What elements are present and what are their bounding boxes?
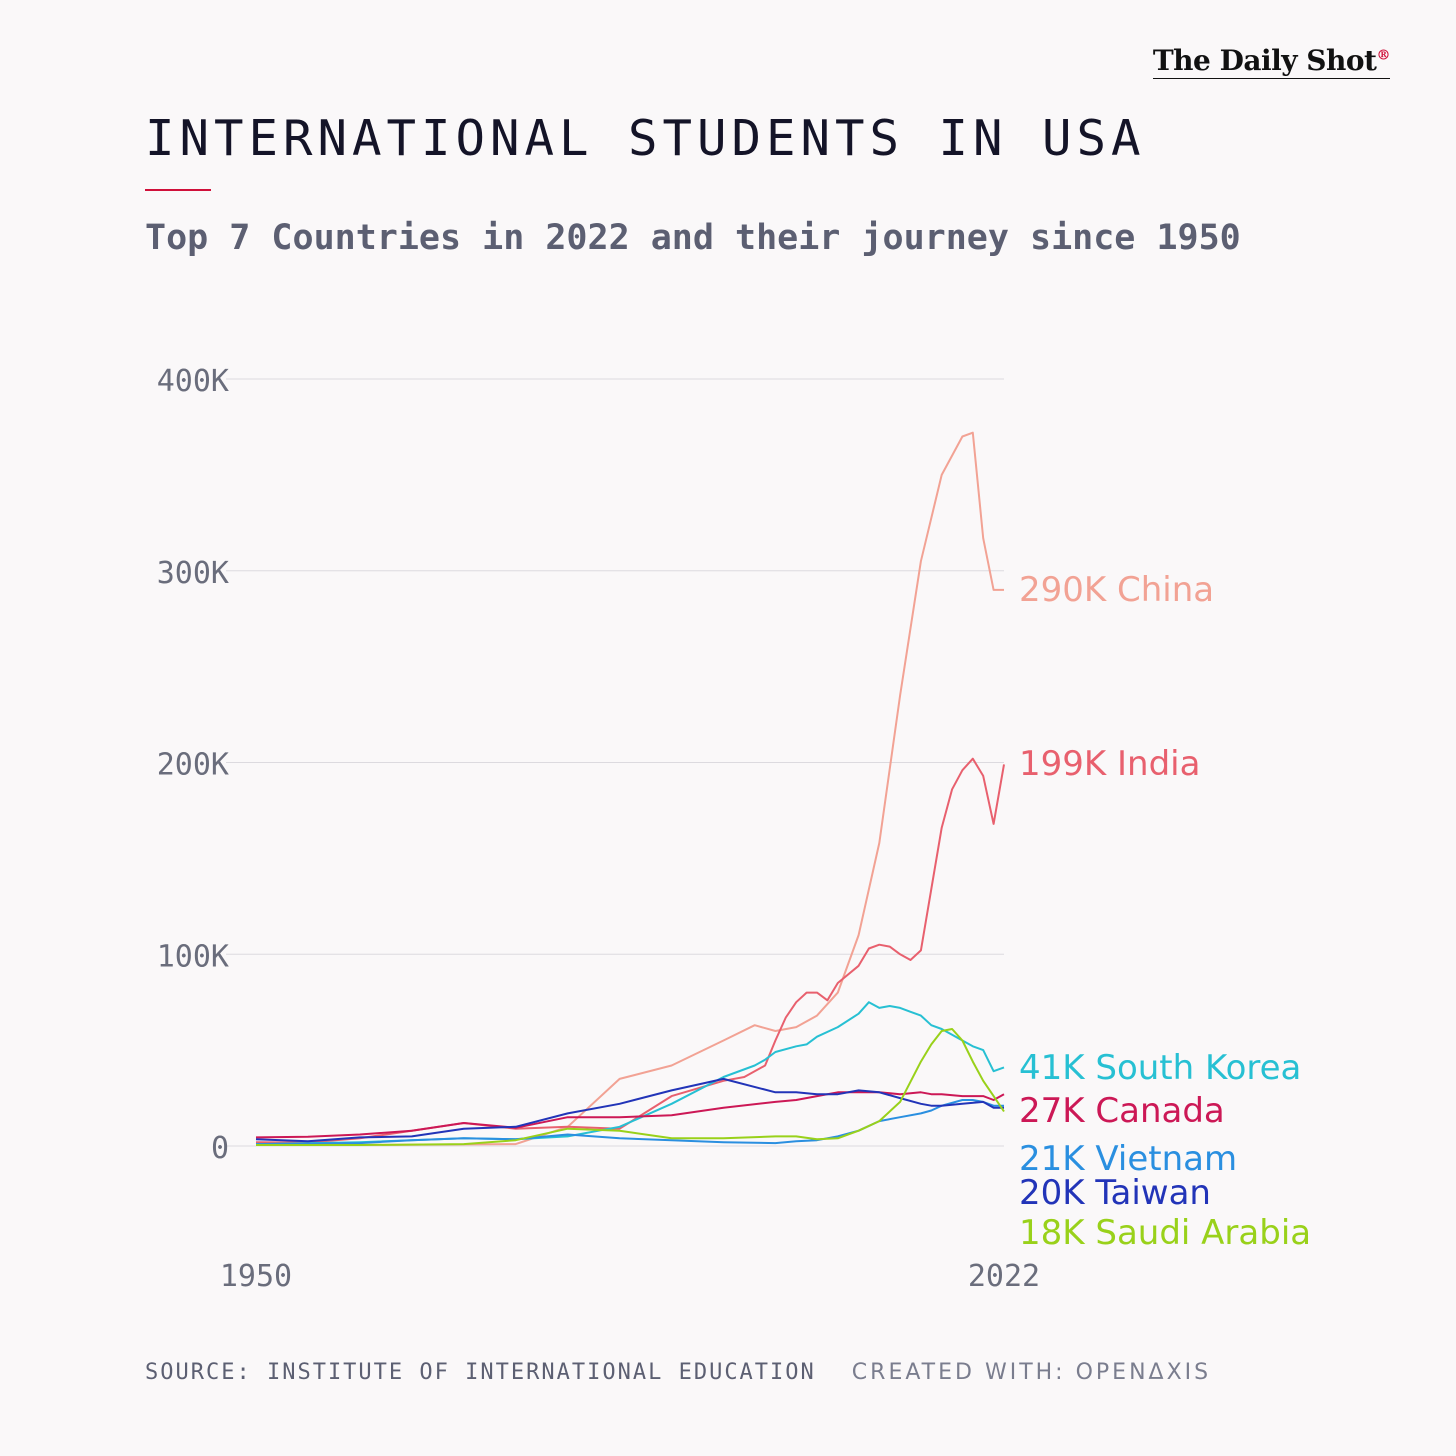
x-tick-label: 1950	[220, 1259, 292, 1294]
series-label-south-korea: 41K South Korea	[1019, 1048, 1301, 1088]
y-tick-label: 300K	[157, 556, 229, 591]
y-axis-ticks: 0 100K 200K 300K 400K	[157, 364, 229, 1166]
page-title: INTERNATIONAL STUDENTS IN USA	[145, 110, 1146, 167]
series-line-canada	[255, 1091, 1005, 1139]
series-line-india	[255, 757, 1005, 1144]
footer: SOURCE: INSTITUTE OF INTERNATIONAL EDUCA…	[145, 1360, 1211, 1385]
series-line-taiwan	[255, 1077, 1004, 1143]
series-label-india: 199K India	[1019, 744, 1200, 784]
series-label-vietnam: 21K Vietnam	[1019, 1139, 1237, 1179]
series-label-canada: 27K Canada	[1019, 1091, 1225, 1131]
daily-shot-logo: The Daily Shot®	[1152, 44, 1390, 79]
y-tick-label: 100K	[157, 939, 229, 974]
series-label-taiwan: 20K Taiwan	[1019, 1173, 1211, 1213]
grid-lines	[226, 378, 1004, 1147]
series-lines	[255, 431, 1005, 1146]
y-tick-label: 0	[211, 1131, 229, 1166]
series-label-saudi-arabia: 18K Saudi Arabia	[1019, 1213, 1311, 1253]
series-line-china	[256, 431, 1004, 1146]
series-line-saudi-arabia	[256, 1028, 1005, 1146]
y-tick-label: 200K	[157, 748, 229, 783]
page-subtitle: Top 7 Countries in 2022 and their journe…	[145, 218, 1241, 258]
source-note: SOURCE: INSTITUTE OF INTERNATIONAL EDUCA…	[145, 1360, 816, 1385]
series-line-south-korea	[255, 1001, 1005, 1146]
y-tick-label: 400K	[157, 364, 229, 399]
x-axis-ticks: 1950 2022	[220, 1259, 1040, 1294]
x-tick-label: 2022	[968, 1259, 1040, 1294]
series-label-china: 290K China	[1019, 570, 1214, 610]
created-with-note: CREATED WITH: OPENΔXIS	[851, 1360, 1212, 1385]
title-divider	[145, 189, 211, 191]
